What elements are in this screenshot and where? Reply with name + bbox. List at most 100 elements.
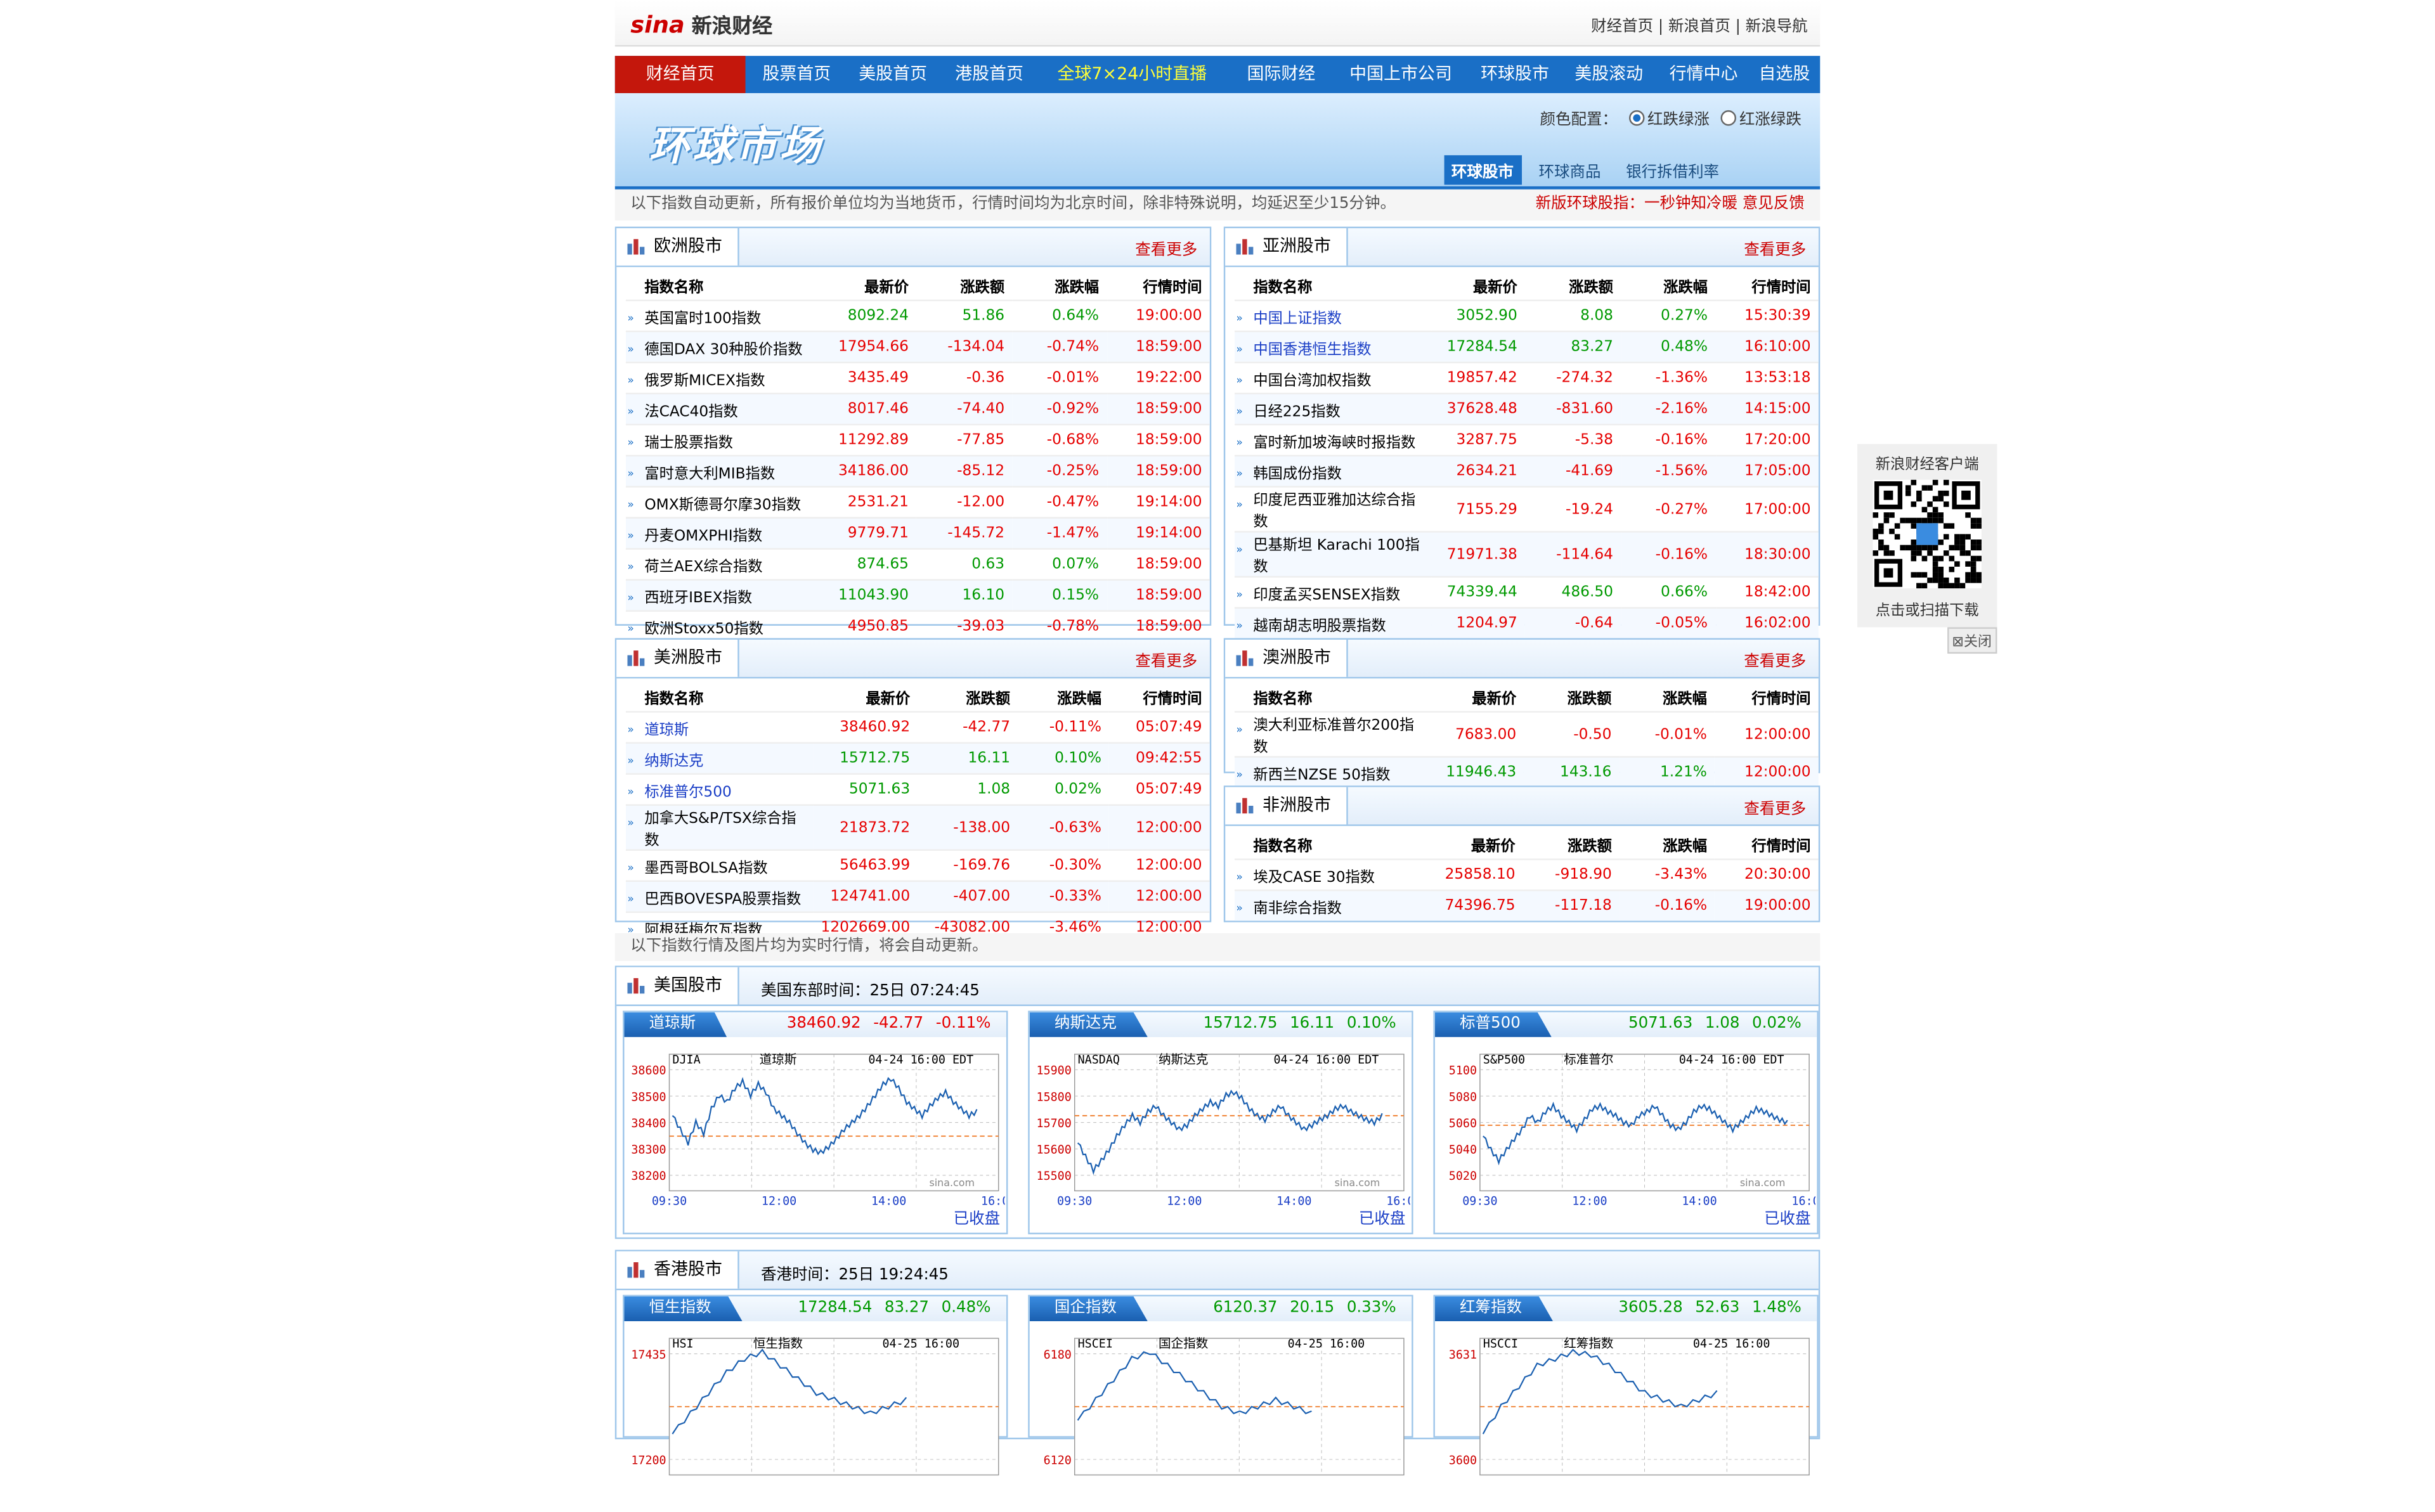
nav-item[interactable]: 财经首页 [614, 56, 746, 93]
index-name[interactable]: » 埃及CASE 30指数 [1234, 858, 1430, 891]
card-index-name[interactable]: 纳斯达克 [1029, 1012, 1148, 1037]
index-name[interactable]: » 巴西BOVESPA股票指数 [625, 880, 814, 912]
table-row[interactable]: » 日经225指数 37628.48 -831.60 -2.16% 14:15:00 [1234, 392, 1819, 425]
table-row[interactable]: » 加拿大S&P/TSX综合指数 21873.72 -138.00 -0.63% 12:0… [625, 804, 1210, 850]
qr-close-button[interactable]: ⊠关闭 [1947, 627, 1997, 654]
nav-item[interactable]: 港股首页 [955, 63, 1023, 84]
view-more-link[interactable]: 查看更多 [1135, 242, 1198, 259]
view-more-link[interactable]: 查看更多 [1744, 654, 1807, 671]
table-row[interactable]: » OMX斯德哥尔摩30指数 2531.21 -12.00 -0.47% 19:14:00 [625, 486, 1210, 518]
table-row[interactable]: » 俄罗斯MICEX指数 3435.49 -0.36 -0.01% 19:22:00 [625, 361, 1210, 394]
index-chart-card[interactable]: 标普500 5071.63 1.08 0.02% 5100 5080 5060 5040 502… [1433, 1011, 1819, 1234]
table-row[interactable]: » 巴基斯坦 Karachi 100指数 71971.38 -114.64 -0.16%… [1234, 531, 1819, 577]
index-name[interactable]: » 中国上证指数 [1234, 299, 1432, 332]
nav-item[interactable]: 行情中心 [1669, 63, 1738, 84]
tab-global-commodities[interactable]: 环球商品 [1538, 164, 1601, 182]
index-chart-card[interactable]: 国企指数 6120.37 20.15 0.33% 6180 6120 HSCEI 国企指数 04… [1028, 1295, 1413, 1476]
index-name[interactable]: » 西班牙IBEX指数 [625, 579, 824, 611]
index-name[interactable]: » 中国香港恒生指数 [1234, 330, 1432, 363]
table-row[interactable]: » 英国富时100指数 8092.24 51.86 0.64% 19:00:00 [625, 299, 1210, 332]
table-row[interactable]: » 丹麦OMXPHI指数 9779.71 -145.72 -1.47% 19:14:00 [625, 517, 1210, 549]
tab-global-stocks[interactable]: 环球股市 [1443, 155, 1522, 185]
card-index-name[interactable]: 恒生指数 [624, 1296, 743, 1322]
index-name[interactable]: » 荷兰AEX综合指数 [625, 548, 824, 580]
index-chart-card[interactable]: 道琼斯 38460.92 -42.77 -0.11% 38600 38500 38400 38… [623, 1011, 1008, 1234]
table-row[interactable]: » 澳大利亚标准普尔200指数 7683.00 -0.50 -0.01% 12:00:00 [1234, 711, 1819, 757]
index-name[interactable]: » 富时新加坡海峡时报指数 [1234, 423, 1432, 456]
table-row[interactable]: » 中国香港恒生指数 17284.54 83.27 0.48% 16:10:00 [1234, 330, 1819, 363]
tab-interbank-rates[interactable]: 银行拆借利率 [1626, 164, 1720, 182]
index-name[interactable]: » 韩国成份指数 [1234, 455, 1432, 487]
table-row[interactable]: » 荷兰AEX综合指数 874.65 0.63 0.07% 18:59:00 [625, 548, 1210, 580]
index-chart-card[interactable]: 红筹指数 3605.28 52.63 1.48% 3631 3600 HSCCI 红筹指数 04… [1433, 1295, 1819, 1476]
index-name[interactable]: » 巴基斯坦 Karachi 100指数 [1234, 531, 1432, 577]
intraday-chart[interactable]: 6180 6120 HSCEI 国企指数 04-25 16:00 [1031, 1326, 1410, 1512]
index-name[interactable]: » 中国台湾加权指数 [1234, 361, 1432, 394]
nav-item[interactable]: 美股滚动 [1575, 63, 1644, 84]
index-name[interactable]: » 澳大利亚标准普尔200指数 [1234, 711, 1431, 757]
table-row[interactable]: » 欧洲Stoxx50指数 4950.85 -39.03 -0.78% 18:59:00 [625, 610, 1210, 642]
table-row[interactable]: » 中国台湾加权指数 19857.42 -274.32 -1.36% 13:53:18 [1234, 361, 1819, 394]
index-chart-card[interactable]: 纳斯达克 15712.75 16.11 0.10% 15900 15800 15700 156… [1028, 1011, 1413, 1234]
table-row[interactable]: » 法CAC40指数 8017.46 -74.40 -0.92% 18:59:00 [625, 392, 1210, 425]
index-name[interactable]: » 纳斯达克 [625, 742, 814, 774]
top-links[interactable]: 财经首页 | 新浪首页 | 新浪导航 [1591, 18, 1808, 36]
index-name[interactable]: » 德国DAX 30种股价指数 [625, 330, 824, 363]
index-name[interactable]: » 印度尼西亚雅加达综合指数 [1234, 486, 1432, 532]
table-row[interactable]: » 越南胡志明股票指数 1204.97 -0.64 -0.05% 16:02:00 [1234, 607, 1819, 639]
table-row[interactable]: » 纳斯达克 15712.75 16.11 0.10% 09:42:55 [625, 742, 1210, 774]
feedback-link[interactable]: 新版环球股指：一秒钟知冷暖 意见反馈 [1535, 195, 1805, 213]
view-more-link[interactable]: 查看更多 [1744, 242, 1807, 259]
nav-item[interactable]: 环球股市 [1481, 63, 1549, 84]
index-name[interactable]: » 墨西哥BOLSA指数 [625, 849, 814, 881]
nav-item[interactable]: 股票首页 [762, 63, 831, 84]
nav-item[interactable]: 全球7×24小时直播 [1057, 63, 1207, 84]
table-row[interactable]: » 巴西BOVESPA股票指数 124741.00 -407.00 -0.33% 12:0… [625, 880, 1210, 912]
table-row[interactable]: » 印度尼西亚雅加达综合指数 7155.29 -19.24 -0.27% 17:00:00 [1234, 486, 1819, 532]
intraday-chart[interactable]: 5100 5080 5060 5040 5020 09:30 12:00 14:00 16:00… [1436, 1042, 1815, 1228]
table-row[interactable]: » 新西兰NZSE 50指数 11946.43 143.16 1.21% 12:00:00 [1234, 756, 1819, 787]
card-index-name[interactable]: 红筹指数 [1434, 1296, 1553, 1322]
radio-red-down-green-up[interactable] [1628, 110, 1645, 126]
nav-item[interactable]: 中国上市公司 [1349, 63, 1452, 84]
index-name[interactable]: » 日经225指数 [1234, 392, 1432, 425]
index-name[interactable]: » 标准普尔500 [625, 773, 814, 805]
index-name[interactable]: » 新西兰NZSE 50指数 [1234, 756, 1431, 787]
index-name[interactable]: » 英国富时100指数 [625, 299, 824, 332]
index-name[interactable]: » 欧洲Stoxx50指数 [625, 610, 824, 642]
table-row[interactable]: » 道琼斯 38460.92 -42.77 -0.11% 05:07:49 [625, 711, 1210, 743]
index-name[interactable]: » 印度孟买SENSEX指数 [1234, 576, 1432, 608]
index-name[interactable]: » 越南胡志明股票指数 [1234, 607, 1432, 639]
index-name[interactable]: » 瑞士股票指数 [625, 423, 824, 456]
table-row[interactable]: » 瑞士股票指数 11292.89 -77.85 -0.68% 18:59:00 [625, 423, 1210, 456]
index-chart-card[interactable]: 恒生指数 17284.54 83.27 0.48% 17435 17200 HSI 恒生指数 0… [623, 1295, 1008, 1476]
table-row[interactable]: » 南非综合指数 74396.75 -117.18 -0.16% 19:00:00 [1234, 889, 1819, 921]
index-name[interactable]: » 南非综合指数 [1234, 889, 1430, 921]
index-name[interactable]: » 富时意大利MIB指数 [625, 455, 824, 487]
table-row[interactable]: » 中国上证指数 3052.90 8.08 0.27% 15:30:39 [1234, 299, 1819, 332]
nav-item[interactable]: 自选股 [1758, 63, 1810, 84]
app-download-qr[interactable]: 新浪财经客户端 点击或扫描下载 [1857, 444, 1997, 628]
table-row[interactable]: » 埃及CASE 30指数 25858.10 -918.90 -3.43% 20:30:0… [1234, 858, 1819, 891]
table-row[interactable]: » 韩国成份指数 2634.21 -41.69 -1.56% 17:05:00 [1234, 455, 1819, 487]
radio-red-up-green-down[interactable] [1720, 110, 1736, 126]
index-name[interactable]: » OMX斯德哥尔摩30指数 [625, 486, 824, 518]
table-row[interactable]: » 墨西哥BOLSA指数 56463.99 -169.76 -0.30% 12:00:00 [625, 849, 1210, 881]
view-more-link[interactable]: 查看更多 [1135, 654, 1198, 671]
nav-item[interactable]: 国际财经 [1247, 63, 1316, 84]
card-index-name[interactable]: 道琼斯 [624, 1012, 727, 1037]
index-name[interactable]: » 丹麦OMXPHI指数 [625, 517, 824, 549]
intraday-chart[interactable]: 38600 38500 38400 38300 38200 09:30 12:00 14:00… [626, 1042, 1005, 1228]
index-name[interactable]: » 俄罗斯MICEX指数 [625, 361, 824, 394]
table-row[interactable]: » 富时意大利MIB指数 34186.00 -85.12 -0.25% 18:59:00 [625, 455, 1210, 487]
nav-item[interactable]: 美股首页 [859, 63, 928, 84]
sina-finance-logo[interactable]: sina 新浪财经 [630, 10, 772, 39]
intraday-chart[interactable]: 3631 3600 HSCCI 红筹指数 04-25 16:00 [1436, 1326, 1815, 1512]
table-row[interactable]: » 标准普尔500 5071.63 1.08 0.02% 05:07:49 [625, 773, 1210, 805]
table-row[interactable]: » 富时新加坡海峡时报指数 3287.75 -5.38 -0.16% 17:20:00 [1234, 423, 1819, 456]
index-name[interactable]: » 加拿大S&P/TSX综合指数 [625, 804, 814, 850]
table-row[interactable]: » 印度孟买SENSEX指数 74339.44 486.50 0.66% 18:42:00 [1234, 576, 1819, 608]
index-name[interactable]: » 道琼斯 [625, 711, 814, 743]
view-more-link[interactable]: 查看更多 [1744, 801, 1807, 818]
card-index-name[interactable]: 标普500 [1434, 1012, 1552, 1037]
